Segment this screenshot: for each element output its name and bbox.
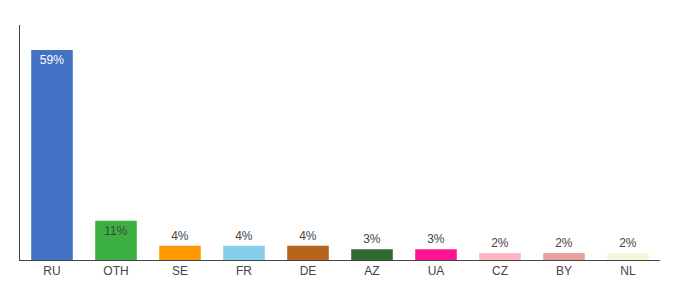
svg-text:2%: 2%: [619, 236, 637, 250]
svg-text:NL: NL: [620, 264, 636, 278]
svg-text:59%: 59%: [40, 53, 64, 67]
svg-text:DE: DE: [300, 264, 317, 278]
svg-text:4%: 4%: [171, 229, 189, 243]
svg-text:OTH: OTH: [103, 264, 128, 278]
svg-text:RU: RU: [43, 264, 60, 278]
svg-text:CZ: CZ: [492, 264, 508, 278]
svg-text:2%: 2%: [555, 236, 573, 250]
svg-text:SE: SE: [172, 264, 188, 278]
svg-text:4%: 4%: [299, 229, 317, 243]
svg-text:4%: 4%: [235, 229, 253, 243]
svg-text:3%: 3%: [363, 232, 381, 246]
svg-text:3%: 3%: [427, 232, 445, 246]
svg-text:AZ: AZ: [364, 264, 379, 278]
svg-text:FR: FR: [236, 264, 252, 278]
svg-text:11%: 11%: [104, 224, 127, 238]
svg-text:UA: UA: [428, 264, 445, 278]
svg-text:2%: 2%: [491, 236, 509, 250]
svg-text:BY: BY: [556, 264, 572, 278]
